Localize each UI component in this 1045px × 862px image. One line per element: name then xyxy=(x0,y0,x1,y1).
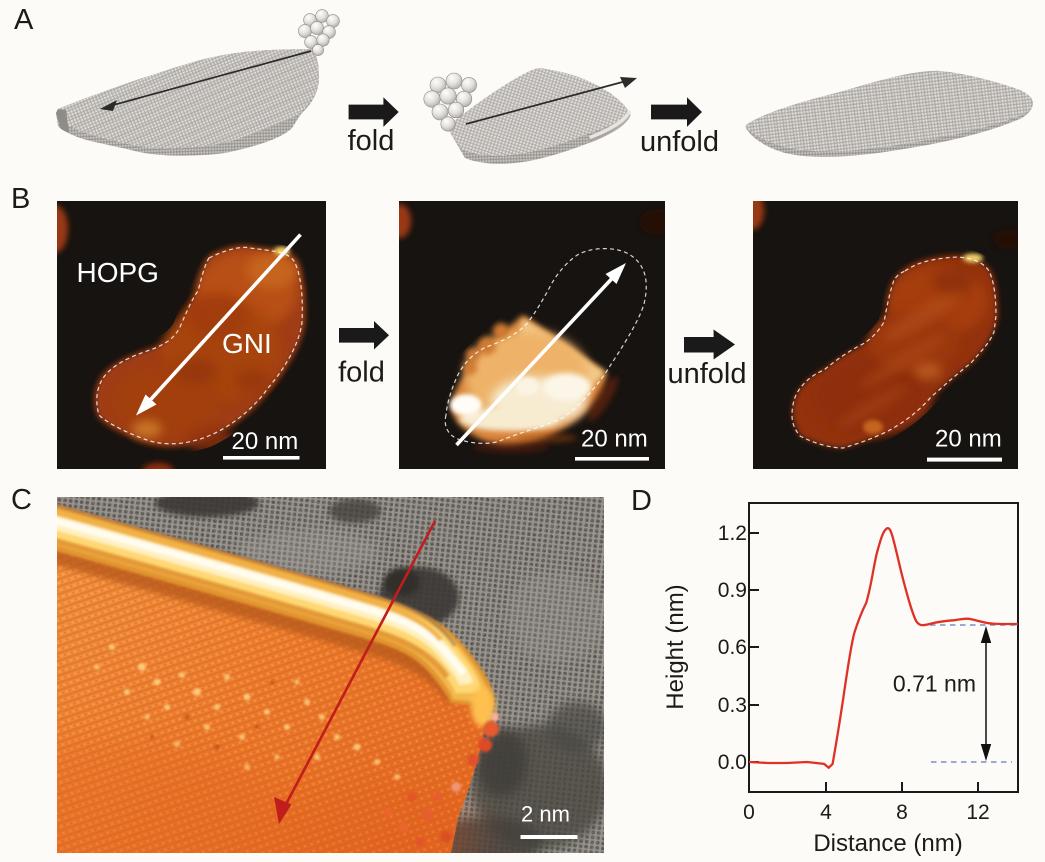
svg-text:0.3: 0.3 xyxy=(718,694,747,717)
svg-text:20 nm: 20 nm xyxy=(232,428,299,455)
svg-text:1.2: 1.2 xyxy=(718,522,747,545)
svg-text:0.9: 0.9 xyxy=(718,579,747,602)
svg-text:0.71 nm: 0.71 nm xyxy=(893,671,976,697)
svg-text:fold: fold xyxy=(338,357,385,389)
svg-text:4: 4 xyxy=(820,801,832,824)
svg-text:unfold: unfold xyxy=(640,126,719,158)
svg-text:12: 12 xyxy=(966,801,989,824)
svg-text:HOPG: HOPG xyxy=(77,257,159,288)
svg-text:unfold: unfold xyxy=(667,358,746,390)
svg-text:20 nm: 20 nm xyxy=(935,426,1002,453)
svg-text:2 nm: 2 nm xyxy=(521,802,570,827)
svg-text:GNI: GNI xyxy=(222,328,272,359)
svg-text:Distance (nm): Distance (nm) xyxy=(813,830,962,857)
svg-text:8: 8 xyxy=(896,801,908,824)
svg-text:20 nm: 20 nm xyxy=(581,426,648,453)
svg-text:0.0: 0.0 xyxy=(718,751,747,774)
svg-text:fold: fold xyxy=(348,125,395,157)
svg-text:0: 0 xyxy=(743,801,755,824)
svg-text:Height (nm): Height (nm) xyxy=(662,584,689,709)
svg-text:0.6: 0.6 xyxy=(718,636,747,659)
